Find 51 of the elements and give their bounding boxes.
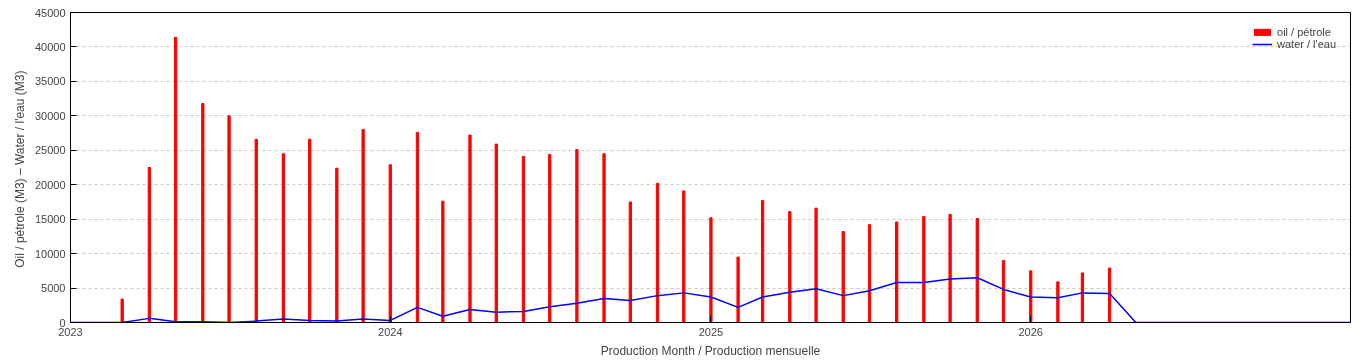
bar [895,221,899,323]
bar [415,131,420,323]
bar [521,155,526,323]
bar [468,134,472,323]
bar [814,207,818,323]
bar [388,164,392,323]
bar [494,143,498,323]
bar [948,213,952,323]
bar [575,149,579,323]
legend-label: oil / pétrole [1277,26,1331,38]
bar [147,167,151,323]
bar [254,138,258,323]
legend-label: water / l'eau [1277,38,1336,50]
y-tick-label: 20000 [34,178,66,191]
bar [628,201,632,323]
bar [841,231,845,323]
bar [682,190,686,323]
y-tick-label: 25000 [34,144,66,157]
y-tick-label: 45000 [34,6,66,19]
y-tick-label: 5000 [41,282,66,295]
y-axis-title: Oil / pétrole (M3) – Water / l'eau (M3) [12,70,27,268]
bar [709,217,713,323]
bar [361,129,365,323]
x-axis-title: Production Month / Production mensuelle [600,343,821,358]
y-tick-label: 15000 [34,213,66,226]
bar [1029,270,1033,323]
bar [308,138,312,323]
y-tick-label: 30000 [34,109,66,122]
y-tick-label: 35000 [34,75,66,88]
bar [760,200,765,323]
bar [120,298,124,323]
bar [788,211,792,323]
bar [281,153,286,323]
x-tick-label: 2025 [698,325,724,338]
bar [867,224,872,323]
bar [173,36,178,323]
bar [655,182,660,323]
bar [548,153,552,323]
bar [441,200,445,323]
x-tick-label: 2024 [378,325,403,338]
bar [335,167,339,323]
y-tick-label: 10000 [34,247,66,260]
bar [975,217,979,323]
bar [1056,281,1060,323]
bar [922,215,926,323]
bar [602,153,606,323]
bar [227,115,231,323]
y-tick-label: 40000 [34,40,66,53]
bar [201,102,205,323]
bar [736,256,740,323]
x-tick-label: 2026 [1018,325,1043,338]
